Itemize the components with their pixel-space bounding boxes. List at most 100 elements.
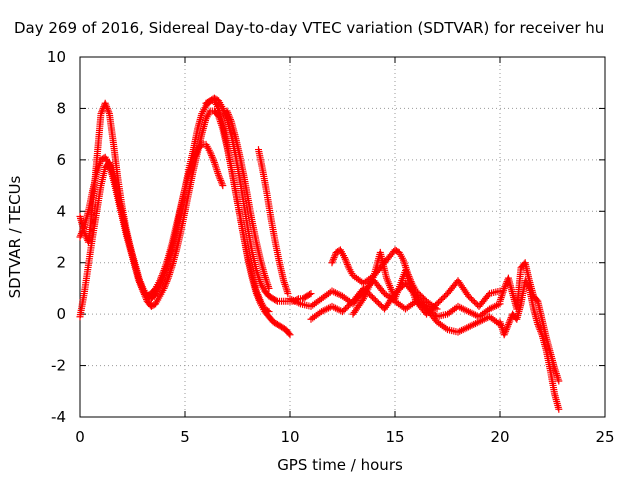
data-point-marker (537, 329, 545, 337)
data-point-marker (376, 301, 384, 309)
data-point-marker (253, 289, 261, 297)
data-point-marker (441, 293, 448, 301)
y-tick-label: -4 (51, 408, 66, 426)
data-point-marker (341, 255, 349, 263)
data-point-marker (159, 268, 167, 276)
data-point-marker (284, 290, 292, 298)
data-point-marker (206, 148, 214, 156)
data-point-marker (533, 296, 541, 304)
data-point-marker (104, 106, 112, 114)
y-tick-label: 0 (56, 305, 66, 323)
data-point-marker (77, 230, 85, 238)
data-point-marker (225, 112, 233, 120)
data-point-marker (375, 299, 382, 307)
y-tick-label: 10 (47, 48, 66, 66)
data-point-marker (102, 101, 110, 109)
data-point-marker (217, 178, 225, 186)
data-point-marker (158, 272, 166, 280)
data-point-marker (307, 290, 315, 298)
data-point-marker (79, 226, 87, 234)
data-point-marker (372, 296, 379, 304)
data-point-marker (272, 296, 280, 304)
data-point-marker (209, 155, 217, 163)
grid-lines (80, 57, 605, 417)
data-point-marker (254, 290, 262, 298)
axis-ticks (79, 56, 606, 418)
data-point-marker (552, 368, 560, 376)
data-point-marker (329, 257, 337, 265)
data-point-marker (506, 317, 514, 325)
data-point-marker (101, 99, 109, 107)
data-point-marker (342, 257, 350, 265)
data-point-marker (255, 294, 263, 302)
data-point-marker (256, 296, 264, 304)
data-point-marker (358, 296, 366, 304)
data-point-marker (342, 305, 349, 313)
data-point-marker (97, 110, 105, 118)
data-point-marker (161, 283, 169, 291)
chart-title: Day 269 of 2016, Sidereal Day-to-day VTE… (14, 19, 604, 37)
data-point-marker (504, 322, 512, 330)
data-point-marker (252, 287, 260, 295)
data-point-marker (439, 294, 447, 302)
data-point-marker (265, 284, 273, 292)
data-point-marker (435, 298, 442, 306)
data-point-marker (343, 303, 351, 311)
data-point-marker (226, 114, 234, 122)
data-point-marker (432, 301, 439, 309)
data-point-marker (286, 331, 294, 339)
data-point-marker (535, 322, 542, 330)
data-point-marker (555, 377, 563, 385)
data-point-marker (554, 373, 562, 381)
data-point-marker (265, 308, 273, 316)
data-point-marker (140, 290, 148, 298)
data-point-marker (223, 107, 231, 115)
data-point-marker (502, 281, 510, 289)
data-point-marker (346, 300, 354, 308)
y-axis-label: SDTVAR / TECUs (6, 175, 24, 298)
series-track-d (202, 94, 315, 305)
series-track-c (76, 107, 273, 321)
data-point-marker (417, 291, 424, 299)
data-point-marker (330, 254, 338, 262)
data-point-marker (139, 287, 147, 295)
data-point-marker (555, 405, 563, 413)
y-tick-label: 8 (56, 99, 66, 117)
data-point-marker (341, 254, 349, 262)
data-point-marker (339, 308, 346, 316)
data-point-marker (418, 293, 426, 301)
data-point-marker (219, 104, 227, 112)
data-point-marker (157, 275, 164, 283)
data-point-marker (504, 320, 512, 328)
data-point-marker (436, 297, 444, 305)
x-axis-label: GPS time / hours (277, 456, 403, 474)
series-track-b (76, 140, 227, 300)
data-point-marker (343, 260, 351, 268)
data-point-marker (142, 294, 150, 302)
data-point-marker (344, 262, 352, 270)
data-point-marker (471, 298, 478, 306)
data-point-marker (156, 277, 164, 285)
y-tick-label: -2 (51, 357, 66, 375)
data-point-marker (502, 326, 510, 334)
data-points (76, 94, 563, 413)
data-point-marker (227, 116, 234, 124)
series-track-e (223, 107, 273, 292)
data-point-marker (264, 307, 272, 315)
x-tick-label: 25 (595, 428, 614, 446)
data-point-marker (306, 290, 314, 298)
data-point-marker (140, 289, 148, 297)
data-point-marker (331, 252, 339, 260)
data-point-marker (162, 279, 170, 287)
data-point-marker (438, 295, 445, 303)
data-point-marker (329, 255, 337, 263)
series-track-h (307, 279, 504, 336)
y-tick-label: 2 (56, 254, 66, 272)
tick-labels: 0 5 10 15 20 25 -4 -2 0 2 4 6 8 10 (47, 48, 615, 446)
data-point-marker (214, 111, 222, 119)
x-tick-label: 15 (385, 428, 404, 446)
data-point-marker (220, 106, 227, 114)
data-point-marker (501, 283, 509, 291)
y-tick-label: 6 (56, 151, 66, 169)
data-point-marker (415, 290, 423, 298)
